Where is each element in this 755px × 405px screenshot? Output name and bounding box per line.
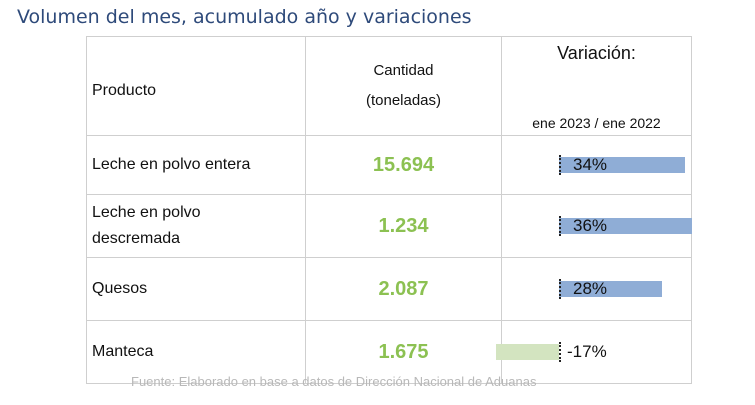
variation-label: 28% xyxy=(573,279,608,298)
table-row: Quesos 2.087 28% xyxy=(86,257,692,321)
variation-bar xyxy=(559,157,685,173)
header-cantidad: Cantidad (toneladas) xyxy=(305,36,502,136)
variation-label: 34% xyxy=(573,155,608,174)
zero-axis-line xyxy=(559,279,561,299)
table-row: Leche en polvo entera 15.694 34% xyxy=(86,135,692,195)
row-producto: Leche en polvo entera xyxy=(86,135,306,195)
table-header-row: Producto Cantidad (toneladas) Variación:… xyxy=(86,36,692,136)
header-variacion: Variación: ene 2023 / ene 2022 xyxy=(501,36,692,136)
volume-table: Producto Cantidad (toneladas) Variación:… xyxy=(86,36,692,384)
header-variacion-line2: ene 2023 / ene 2022 xyxy=(532,115,661,131)
variation-bar xyxy=(559,218,692,234)
row-cantidad: 1.234 xyxy=(305,194,502,258)
row-cantidad: 1.675 xyxy=(305,320,502,384)
source-note: Fuente: Elaborado en base a datos de Dir… xyxy=(131,374,537,389)
row-variacion: -17% xyxy=(496,320,692,384)
variation-bar xyxy=(559,281,662,297)
zero-axis-line xyxy=(559,342,561,362)
table-row: Leche en polvo descremada 1.234 36% xyxy=(86,194,692,258)
variation-label: 36% xyxy=(573,216,608,235)
zero-axis-line xyxy=(559,216,561,236)
row-producto: Quesos xyxy=(86,257,306,321)
header-producto: Producto xyxy=(86,36,306,136)
variation-bar xyxy=(496,344,559,360)
header-cantidad-line2: (toneladas) xyxy=(365,92,442,109)
zero-axis-line xyxy=(559,155,561,175)
header-cantidad-line1: Cantidad xyxy=(373,62,434,79)
row-cantidad: 15.694 xyxy=(305,135,502,195)
row-variacion: 28% xyxy=(501,257,692,321)
row-producto-line2: descremada xyxy=(92,230,181,247)
variation-label: -17% xyxy=(567,342,607,361)
header-variacion-line1: Variación: xyxy=(557,43,636,63)
row-producto: Manteca xyxy=(86,320,306,384)
row-cantidad: 2.087 xyxy=(305,257,502,321)
row-variacion: 36% xyxy=(501,194,692,258)
table-row: Manteca 1.675 -17% xyxy=(86,320,692,384)
page-title: Volumen del mes, acumulado año y variaci… xyxy=(17,6,472,28)
row-producto: Leche en polvo descremada xyxy=(86,194,306,258)
row-producto-line1: Leche en polvo xyxy=(92,204,201,221)
row-variacion: 34% xyxy=(501,135,692,195)
